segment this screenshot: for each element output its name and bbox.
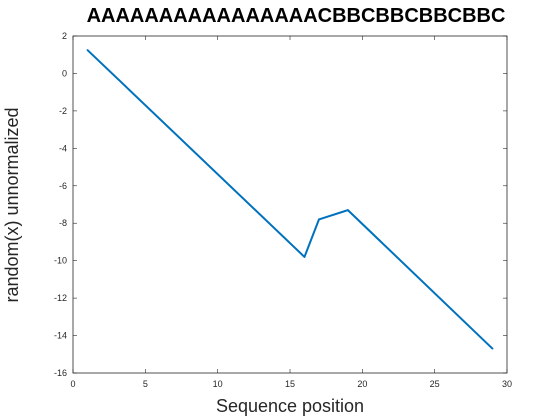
x-axis-label: Sequence position — [216, 396, 364, 416]
x-tick-label: 10 — [213, 379, 223, 389]
y-tick-label: 0 — [62, 68, 67, 78]
x-tick-label: 30 — [502, 379, 512, 389]
y-tick-label: -8 — [59, 218, 67, 228]
y-axis-label: random(x) unnormalized — [2, 107, 22, 302]
series-layer — [86, 49, 494, 350]
y-tick-label: -16 — [54, 368, 67, 378]
y-tick-label: -12 — [54, 293, 67, 303]
x-tick-label: 15 — [285, 379, 295, 389]
series-point — [346, 209, 349, 212]
y-tick-label: -2 — [59, 106, 67, 116]
y-tick-label: -10 — [54, 256, 67, 266]
series-point — [86, 49, 89, 51]
y-tick-label: -4 — [59, 143, 67, 153]
series-point — [318, 218, 320, 221]
chart-title: AAAAAAAAAAAAAAAACBBCBBCBBCBBC — [87, 5, 506, 27]
y-tick-label: 2 — [62, 31, 67, 41]
y-tick-label: -6 — [59, 181, 67, 191]
series-line — [86, 49, 494, 350]
axes-box — [72, 35, 508, 374]
x-tick-label: 0 — [70, 379, 75, 389]
plot-area: 0 5 10 15 20 25 30 -16 -14 -12 -10 -8 -6 -4 -2 0 2 — [54, 31, 512, 389]
y-tick-label: -14 — [54, 331, 67, 341]
axis-ticks: 0 5 10 15 20 25 30 -16 -14 -12 -10 -8 -6 -4 -2 0 2 — [54, 31, 512, 389]
series-point — [491, 347, 494, 350]
series-point — [303, 256, 306, 258]
x-tick-label: 5 — [143, 379, 148, 389]
x-tick-label: 25 — [430, 379, 440, 389]
x-tick-label: 20 — [357, 379, 367, 389]
